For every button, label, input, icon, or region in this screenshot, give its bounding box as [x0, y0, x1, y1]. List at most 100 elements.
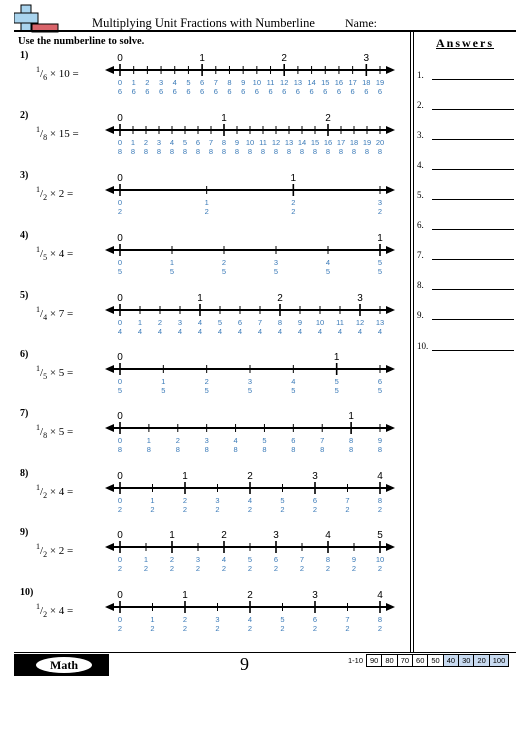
- answer-blank[interactable]: [432, 109, 514, 110]
- tick-numerator: 1: [131, 138, 135, 147]
- tick-numerator: 1: [150, 496, 154, 505]
- tick-denominator: 2: [248, 564, 252, 573]
- tick-numerator: 9: [241, 78, 245, 87]
- tick-numerator: 2: [158, 318, 162, 327]
- left-arrow-icon: [105, 365, 114, 373]
- fraction-denominator: 8: [43, 431, 48, 440]
- tick-denominator: 6: [255, 87, 259, 96]
- tick-denominator: 6: [173, 87, 177, 96]
- tick-denominator: 8: [274, 147, 278, 156]
- times-sign: ×: [49, 605, 57, 617]
- answer-number: 1.: [417, 70, 424, 80]
- whole-number-label: 2: [325, 113, 331, 124]
- answer-blank[interactable]: [432, 79, 514, 80]
- tick-numerator: 1: [150, 615, 154, 624]
- whole-number-label: 0: [117, 53, 123, 64]
- tick-denominator: 5: [274, 267, 278, 276]
- header-rule: [14, 30, 516, 32]
- tick-denominator: 4: [318, 327, 322, 336]
- tick-numerator: 7: [320, 436, 324, 445]
- whole-number-label: 1: [348, 411, 354, 422]
- whole-number-label: 0: [117, 173, 123, 184]
- tick-numerator: 2: [291, 198, 295, 207]
- tick-denominator: 4: [258, 327, 262, 336]
- multiplier: 4: [58, 486, 65, 498]
- tick-denominator: 4: [198, 327, 202, 336]
- tick-numerator: 6: [291, 436, 295, 445]
- tick-denominator: 6: [323, 87, 327, 96]
- tick-numerator: 6: [200, 78, 204, 87]
- tick-denominator: 8: [183, 147, 187, 156]
- tick-numerator: 1: [205, 198, 209, 207]
- tick-denominator: 5: [118, 386, 122, 395]
- fraction-numerator: 1: [36, 423, 40, 432]
- tick-numerator: 0: [118, 318, 122, 327]
- tick-denominator: 4: [298, 327, 302, 336]
- tick-numerator: 8: [227, 78, 231, 87]
- equals-sign: =: [72, 68, 79, 80]
- whole-number-label: 0: [117, 590, 123, 601]
- answer-blank[interactable]: [432, 229, 514, 230]
- problem-expression: 1/6 × 10 =: [36, 65, 79, 82]
- answer-blank[interactable]: [432, 169, 514, 170]
- times-sign: ×: [49, 128, 57, 140]
- plus-minus-logo-icon: [14, 4, 59, 33]
- tick-numerator: 20: [376, 138, 384, 147]
- score-cell: 60: [412, 654, 429, 667]
- answer-blank[interactable]: [432, 139, 514, 140]
- tick-denominator: 2: [352, 564, 356, 573]
- multiplier: 10: [58, 68, 70, 80]
- tick-denominator: 6: [159, 87, 163, 96]
- tick-denominator: 8: [118, 445, 122, 454]
- tick-numerator: 7: [209, 138, 213, 147]
- problem-expression: 1/2 × 2 =: [36, 185, 74, 202]
- tick-denominator: 2: [215, 624, 219, 633]
- equals-sign: =: [67, 248, 74, 260]
- tick-numerator: 1: [144, 555, 148, 564]
- tick-numerator: 6: [313, 615, 317, 624]
- tick-numerator: 10: [376, 555, 384, 564]
- tick-denominator: 2: [150, 505, 154, 514]
- tick-numerator: 3: [178, 318, 182, 327]
- tick-denominator: 8: [300, 147, 304, 156]
- answer-blank[interactable]: [432, 319, 514, 320]
- problem-expression: 1/5 × 5 =: [36, 364, 74, 381]
- whole-number-label: 1: [182, 471, 188, 482]
- tick-denominator: 4: [138, 327, 142, 336]
- tick-denominator: 2: [291, 207, 295, 216]
- right-arrow-icon: [386, 543, 395, 551]
- tick-denominator: 5: [170, 267, 174, 276]
- times-sign: ×: [49, 248, 57, 260]
- tick-numerator: 12: [356, 318, 364, 327]
- left-arrow-icon: [105, 186, 114, 194]
- multiplier: 2: [58, 545, 65, 557]
- tick-numerator: 16: [335, 78, 343, 87]
- tick-numerator: 0: [118, 198, 122, 207]
- tick-denominator: 2: [280, 505, 284, 514]
- tick-numerator: 1: [138, 318, 142, 327]
- equals-sign: =: [67, 367, 74, 379]
- whole-number-label: 1: [199, 53, 205, 64]
- problem-number: 10): [20, 587, 34, 598]
- tick-numerator: 8: [326, 555, 330, 564]
- tick-numerator: 19: [363, 138, 371, 147]
- whole-number-label: 3: [364, 53, 370, 64]
- score-cell: 90: [366, 654, 383, 667]
- answer-blank[interactable]: [432, 350, 514, 351]
- tick-numerator: 2: [144, 138, 148, 147]
- answer-blank[interactable]: [432, 259, 514, 260]
- whole-number-label: 3: [357, 293, 363, 304]
- tick-denominator: 6: [227, 87, 231, 96]
- tick-denominator: 6: [268, 87, 272, 96]
- answer-blank[interactable]: [432, 199, 514, 200]
- tick-numerator: 4: [233, 436, 237, 445]
- tick-numerator: 7: [300, 555, 304, 564]
- answer-blank[interactable]: [432, 289, 514, 290]
- tick-numerator: 3: [378, 198, 382, 207]
- tick-numerator: 0: [118, 138, 122, 147]
- tick-denominator: 2: [378, 505, 382, 514]
- tick-numerator: 3: [205, 436, 209, 445]
- tick-numerator: 4: [170, 138, 174, 147]
- fraction-numerator: 1: [36, 65, 40, 74]
